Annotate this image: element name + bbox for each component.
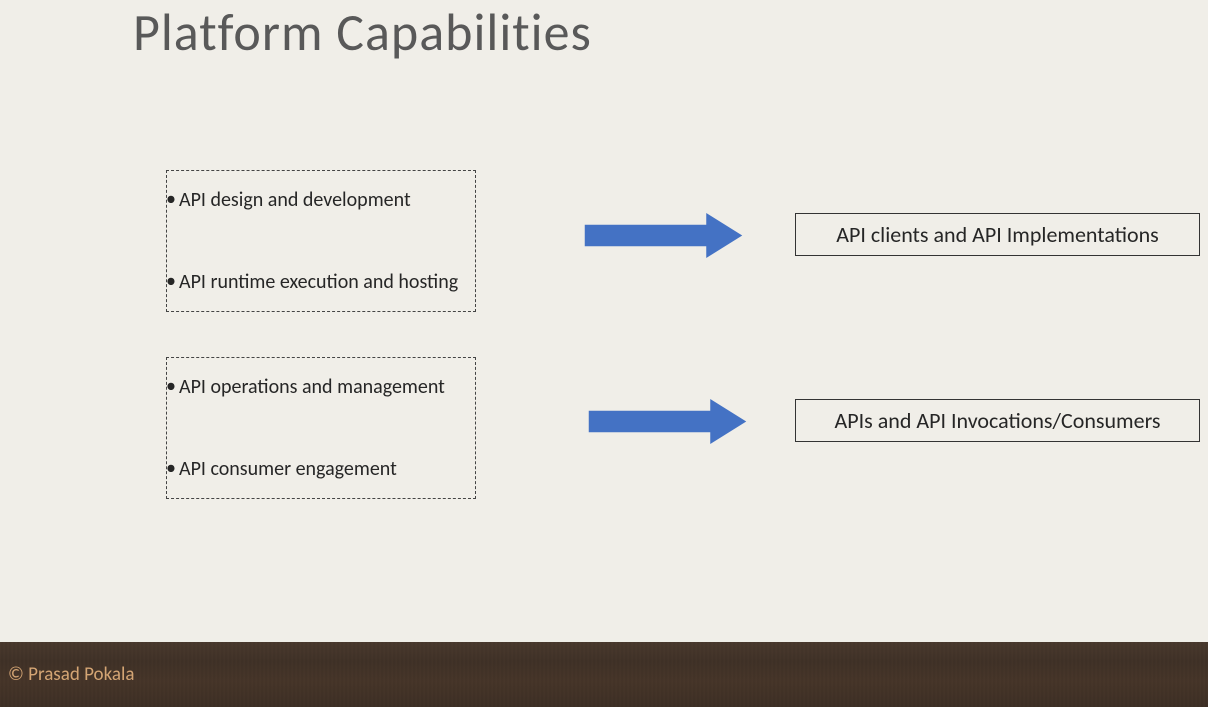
footer: © Prasad Pokala: [0, 642, 1208, 707]
arrow-right-icon: [576, 213, 751, 258]
result-box-2: APIs and API Invocations/Consumers: [795, 399, 1200, 442]
arrow-2: [580, 399, 755, 444]
capabilities-box-1: • API design and development • API runti…: [166, 170, 476, 312]
bullet-text: API runtime execution and hosting: [179, 269, 463, 295]
bullet-text: API consumer engagement: [179, 456, 463, 482]
group-1: • API design and development • API runti…: [148, 168, 1203, 313]
bullet-item: • API operations and management: [179, 374, 463, 400]
result-text: APIs and API Invocations/Consumers: [835, 407, 1161, 434]
result-box-1: API clients and API Implementations: [795, 213, 1200, 256]
content-area: • API design and development • API runti…: [148, 168, 1203, 500]
group-2: • API operations and management • API co…: [148, 355, 1203, 500]
copyright-text: © Prasad Pokala: [8, 663, 134, 686]
bullet-item: • API design and development: [179, 187, 463, 213]
capabilities-box-2: • API operations and management • API co…: [166, 357, 476, 499]
arrow-1: [576, 213, 751, 258]
bullet-text: API design and development: [179, 187, 463, 213]
bullet-dot-icon: •: [163, 456, 179, 480]
result-text: API clients and API Implementations: [836, 221, 1159, 248]
arrow-right-icon: [580, 399, 755, 444]
bullet-text: API operations and management: [179, 374, 463, 400]
bullet-dot-icon: •: [163, 374, 179, 398]
bullet-dot-icon: •: [163, 187, 179, 211]
bullet-dot-icon: •: [163, 269, 179, 293]
slide-title: Platform Capabilities: [133, 0, 592, 64]
bullet-item: • API consumer engagement: [179, 456, 463, 482]
bullet-item: • API runtime execution and hosting: [179, 269, 463, 295]
